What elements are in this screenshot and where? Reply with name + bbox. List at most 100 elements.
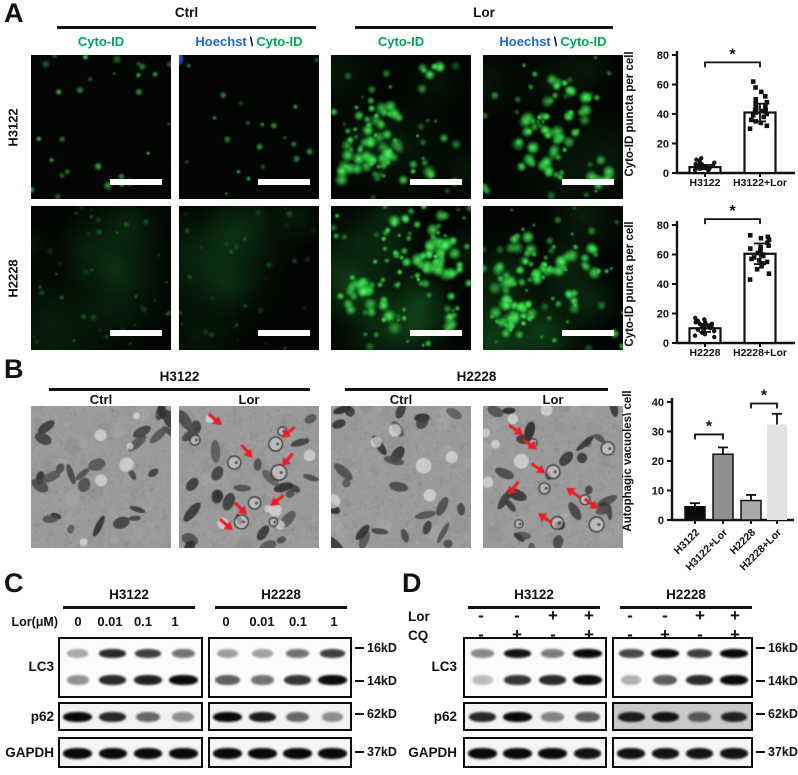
h3122-group-line (468, 606, 600, 609)
protein-band (99, 711, 127, 722)
panel-a-label: A (4, 0, 24, 28)
scale-bar (562, 178, 614, 185)
h2228-group-line (345, 388, 608, 391)
panel-b-h2228-group-label: H2228 (456, 369, 497, 384)
dose-value: 0 (74, 614, 82, 629)
protein-label-lc3: LC3 (28, 659, 54, 674)
marker-14kd: 14kD (355, 674, 397, 688)
protein-band (573, 675, 602, 686)
fluorescence-canvas (31, 206, 171, 350)
treatment-row-cq: CQ (408, 628, 429, 643)
h3122-ctrl-merge-image (179, 55, 319, 199)
dose-value: 0.01 (97, 614, 123, 629)
h3122-lor-cytoid-image (331, 55, 471, 199)
protein-band (67, 648, 89, 658)
protein-label-gapdh: GAPDH (5, 745, 54, 760)
protein-label-p62: p62 (30, 709, 54, 724)
marker-37kd: 37kD (756, 745, 798, 759)
protein-band (63, 711, 92, 722)
lor-sign: - (662, 606, 668, 625)
protein-band (169, 675, 198, 686)
scale-bar (410, 329, 462, 336)
lc3-blot-h3122 (58, 637, 203, 698)
cytoid-label: Cyto-ID (377, 34, 425, 49)
scale-bar (258, 329, 310, 336)
autophagic-vacuoles-chart: 0 10 20 30 40 H3122 H3122+Lor H2228 H2228+Lor * * A… (618, 383, 798, 575)
h2228-group-line (620, 606, 752, 609)
protein-band (686, 648, 713, 658)
svg-text:H2228: H2228 (690, 347, 721, 359)
protein-band (66, 675, 89, 686)
protein-band (503, 747, 532, 759)
p62-blot-h3122 (463, 702, 607, 731)
lc3-blot-h3122 (463, 637, 607, 698)
protein-band (471, 648, 494, 658)
gapdh-blot-h2228 (612, 737, 753, 768)
protein-band (618, 648, 644, 658)
channel-label-merge-2: Hoechst \ Cyto-ID (483, 34, 623, 49)
fluorescence-canvas (179, 55, 319, 199)
electron-microscopy-canvas (483, 406, 623, 548)
condition-label-lor-1: Lor (238, 392, 260, 407)
h2228-lor-cytoid-image (331, 206, 471, 350)
h3122-group-line (49, 388, 310, 391)
gapdh-blot-h3122 (463, 737, 607, 768)
protein-band (283, 747, 312, 759)
channel-separator: \ (553, 34, 558, 49)
lc3-blot-h2228 (208, 637, 352, 698)
panel-a-lor-group-label: Lor (473, 5, 495, 20)
cq-sign: - (697, 625, 703, 644)
svg-text:H2228+Lor: H2228+Lor (733, 347, 787, 359)
svg-text:60: 60 (657, 250, 669, 262)
protein-band (651, 711, 680, 722)
marker-16kd: 16kD (355, 641, 397, 655)
protein-band (573, 648, 602, 658)
p62-blot-h2228 (208, 702, 352, 731)
svg-text:80: 80 (657, 220, 669, 232)
electron-microscopy-canvas (331, 406, 471, 548)
protein-band (617, 747, 645, 759)
panel-a-ctrl-group-label: Ctrl (174, 5, 199, 20)
protein-band (651, 648, 680, 658)
protein-band (469, 711, 496, 722)
cq-sign: + (512, 625, 522, 644)
protein-band (213, 747, 242, 759)
panel-d-label: D (402, 568, 422, 598)
h2228-ctrl-cytoid-image (31, 206, 171, 350)
row-label-h2228: H2228 (5, 258, 21, 298)
cq-sign: - (478, 625, 484, 644)
svg-text:*: * (706, 418, 713, 435)
protein-band (541, 711, 564, 722)
protein-band (575, 711, 600, 722)
h2228-ctrl-merge-image (179, 206, 319, 350)
lor-sign: - (514, 606, 520, 625)
protein-band (573, 747, 602, 759)
svg-text:0: 0 (663, 168, 669, 180)
panel-c-label: C (4, 568, 24, 598)
protein-label-gapdh: GAPDH (408, 745, 457, 760)
cytoid-label: Cyto-ID (256, 34, 303, 49)
h2228-lor-merge-image (483, 206, 623, 350)
lc3-blot-h2228 (612, 637, 753, 698)
protein-band (136, 711, 161, 722)
svg-text:10: 10 (652, 486, 664, 498)
protein-band (133, 747, 163, 759)
protein-band (63, 747, 92, 759)
svg-text:*: * (729, 46, 736, 63)
h3122-ctrl-cytoid-image (31, 55, 171, 199)
condition-label-ctrl-2: Ctrl (389, 392, 413, 407)
svg-text:Cyto-ID puncta per cell: Cyto-ID puncta per cell (624, 221, 636, 346)
svg-text:40: 40 (657, 109, 669, 121)
hoechst-label: Hoechst (499, 34, 551, 49)
protein-band (541, 648, 564, 658)
fluorescence-canvas (31, 55, 171, 199)
protein-band (248, 747, 277, 759)
h2228-group-line (215, 606, 347, 609)
hoechst-label: Hoechst (195, 34, 247, 49)
svg-text:H3122+Lor: H3122+Lor (733, 177, 787, 189)
protein-band (99, 675, 127, 686)
scale-bar (110, 178, 162, 185)
protein-band (284, 675, 311, 686)
p62-blot-h3122 (58, 702, 203, 731)
